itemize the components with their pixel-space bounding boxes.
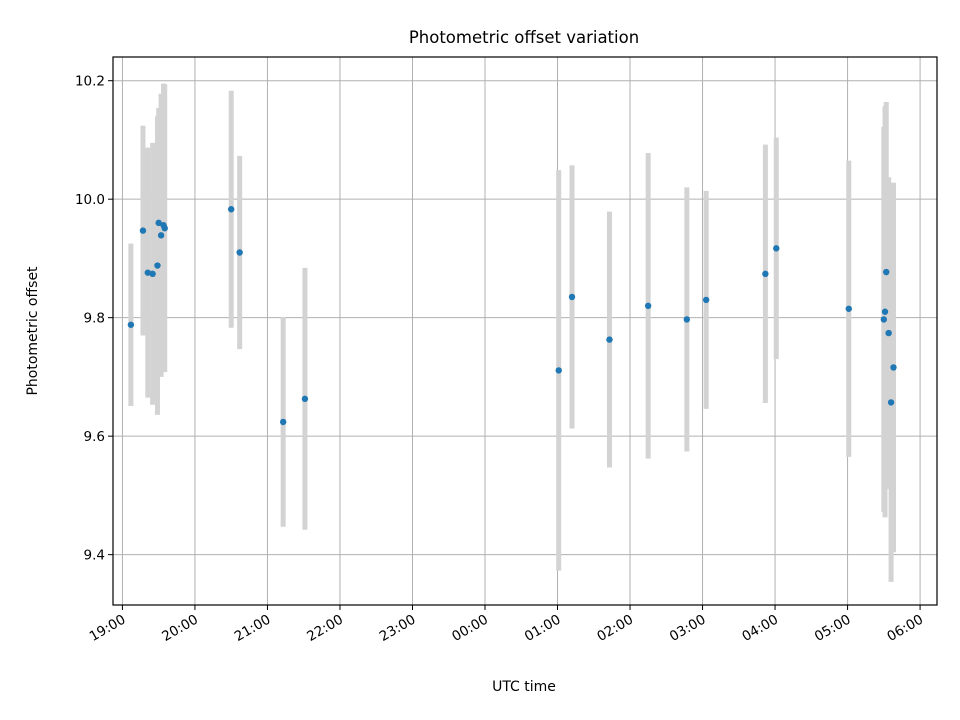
x-tick-label: 03:00: [667, 612, 709, 645]
y-ticks: 9.4 9.6 9.8 10.0 10.2: [75, 74, 113, 564]
x-tick-label: 22:00: [304, 612, 346, 645]
x-tick-label: 05:00: [812, 612, 854, 645]
data-point: [890, 364, 897, 371]
data-point: [885, 329, 892, 337]
x-axis-label: UTC time: [492, 679, 556, 695]
x-ticks: 19:00 20:00 21:00 22:00 23:00 00:00 01:00 02:00…: [87, 605, 926, 645]
y-tick-label: 9.6: [84, 429, 105, 445]
y-axis-label: Photometric offset: [25, 266, 41, 396]
data-point: [845, 305, 852, 312]
y-tick-label: 9.8: [84, 311, 105, 327]
y-tick-label: 9.4: [84, 548, 105, 564]
data-point: [154, 262, 161, 269]
x-tick-label: 06:00: [884, 612, 926, 645]
x-tick-label: 02:00: [594, 612, 636, 645]
data-point: [555, 367, 562, 374]
x-tick-label: 21:00: [232, 612, 274, 645]
data-point: [773, 245, 780, 252]
x-tick-label: 04:00: [739, 612, 781, 645]
data-point: [568, 293, 576, 301]
data-point: [883, 268, 890, 276]
data-point: [606, 336, 613, 343]
data-point: [236, 249, 243, 256]
data-point: [881, 308, 889, 315]
data-point: [762, 270, 769, 278]
data-point: [127, 321, 135, 328]
data-point: [139, 227, 147, 234]
data-point: [144, 269, 152, 276]
data-point: [149, 270, 156, 278]
error-bars: [128, 83, 896, 582]
data-point: [279, 418, 287, 426]
y-tick-label: 10.2: [75, 74, 105, 90]
data-point: [157, 232, 165, 239]
x-tick-label: 00:00: [449, 612, 491, 645]
x-tick-label: 19:00: [87, 612, 129, 645]
data-points: [127, 206, 897, 426]
x-tick-label: 23:00: [377, 612, 419, 645]
chart-title: Photometric offset variation: [409, 28, 639, 47]
data-point: [161, 225, 168, 232]
data-point: [702, 296, 710, 304]
data-point: [644, 302, 652, 310]
plot-frame: [112, 56, 938, 606]
x-tick-label: 01:00: [522, 612, 564, 645]
grid: [113, 57, 937, 605]
data-point: [880, 316, 888, 323]
data-point: [887, 399, 895, 406]
data-point: [227, 206, 235, 213]
data-point: [301, 395, 309, 403]
data-point: [155, 219, 162, 227]
x-tick-label: 20:00: [159, 612, 201, 645]
data-point: [683, 316, 691, 323]
y-tick-label: 10.0: [75, 192, 105, 208]
